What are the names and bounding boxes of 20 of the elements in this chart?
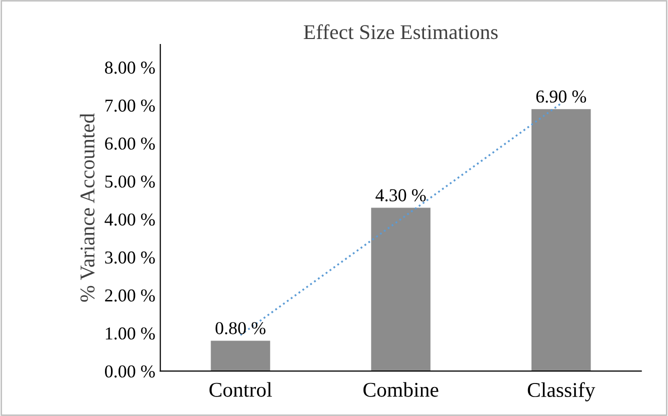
data-label: 6.90 % xyxy=(536,90,586,103)
y-tick-label: 3.00 % xyxy=(105,251,155,264)
y-tick-label: 2.00 % xyxy=(105,289,155,302)
data-label: 4.30 % xyxy=(376,189,426,202)
chart-title: Effect Size Estimations xyxy=(304,24,498,40)
y-axis-title: % Variance Accounted xyxy=(80,113,95,302)
bar xyxy=(371,208,430,372)
x-tick-label: Control xyxy=(210,382,272,397)
y-tick-label: 5.00 % xyxy=(105,175,155,188)
y-tick-label: 0.00 % xyxy=(104,365,155,378)
y-tick-label: 8.00 % xyxy=(104,62,155,74)
y-tick-label: 6.00 % xyxy=(105,137,155,150)
bar xyxy=(210,340,270,372)
x-tick-label: Classify xyxy=(528,382,596,402)
data-label: 0.80 % xyxy=(216,322,266,334)
bar xyxy=(531,109,591,372)
y-tick-label: 4.00 % xyxy=(104,213,155,226)
y-tick-label: 7.00 % xyxy=(106,100,155,112)
x-tick-label: Combine xyxy=(363,382,438,397)
y-tick-label: 1.00 % xyxy=(106,327,155,340)
